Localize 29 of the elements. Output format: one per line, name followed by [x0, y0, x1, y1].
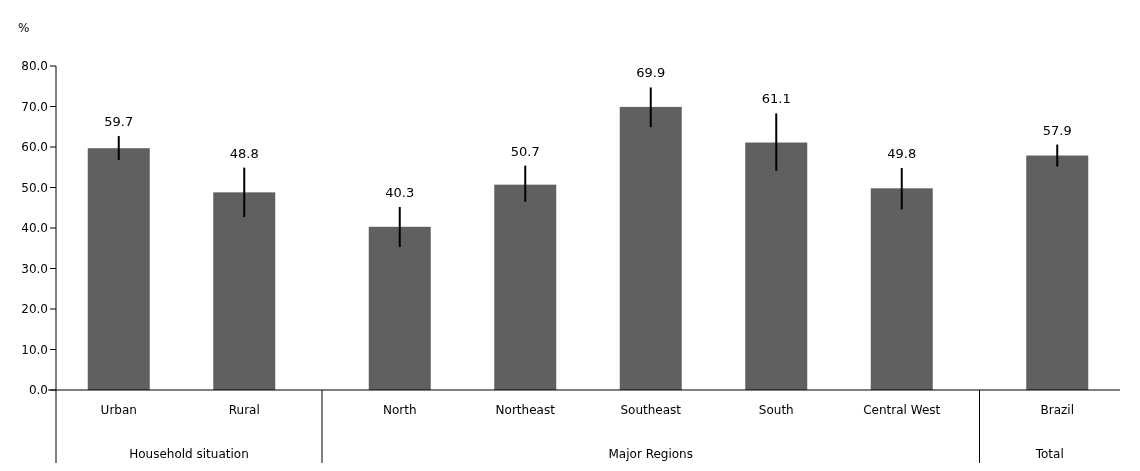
x-tick-label: Rural [228, 403, 260, 417]
data-label: 40.3 [385, 184, 415, 200]
text: Household situation [129, 447, 249, 461]
y-tick-label: 0.0 [28, 383, 48, 398]
data-label: 61.1 [761, 91, 791, 107]
data-label: 57.9 [1042, 122, 1072, 138]
data-label: 48.8 [229, 145, 259, 161]
y-tick-label: 20.0 [21, 302, 48, 317]
x-tick-label: North [382, 403, 417, 417]
x-tick-label: Urban [100, 403, 137, 417]
data-label: 49.8 [887, 146, 917, 162]
y-tick-label: 70.0 [21, 99, 48, 114]
text: Total [1034, 447, 1064, 461]
y-tick-label: 60.0 [21, 140, 48, 155]
y-tick-label: 40.0 [21, 221, 48, 236]
y-axis-title: % [18, 21, 30, 35]
y-tick-label: 10.0 [21, 342, 48, 357]
text: Major Regions [608, 447, 693, 461]
data-label: 59.7 [104, 114, 134, 130]
x-tick-label: Brazil [1040, 403, 1074, 417]
y-tick-label: 30.0 [21, 261, 48, 276]
data-label: 50.7 [510, 143, 540, 159]
data-label: 69.9 [636, 65, 666, 81]
x-tick-label: Northeast [495, 403, 556, 417]
x-tick-label: South [758, 403, 794, 417]
x-tick-label: Central West [863, 403, 941, 417]
x-tick-label: Southeast [620, 403, 682, 417]
y-tick-label: 50.0 [21, 180, 48, 195]
y-tick-label: 80.0 [21, 59, 48, 74]
